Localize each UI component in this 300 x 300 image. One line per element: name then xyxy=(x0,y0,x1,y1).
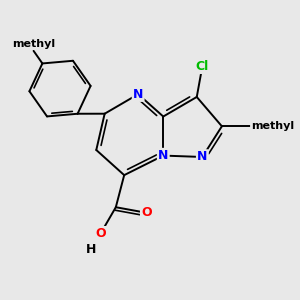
Text: Cl: Cl xyxy=(196,60,209,73)
Text: N: N xyxy=(197,151,208,164)
Text: methyl: methyl xyxy=(251,121,294,131)
Text: O: O xyxy=(95,227,106,240)
Text: H: H xyxy=(85,243,96,256)
Text: N: N xyxy=(158,149,169,162)
Text: N: N xyxy=(133,88,143,101)
Text: O: O xyxy=(141,206,152,219)
Text: methyl: methyl xyxy=(12,39,55,49)
